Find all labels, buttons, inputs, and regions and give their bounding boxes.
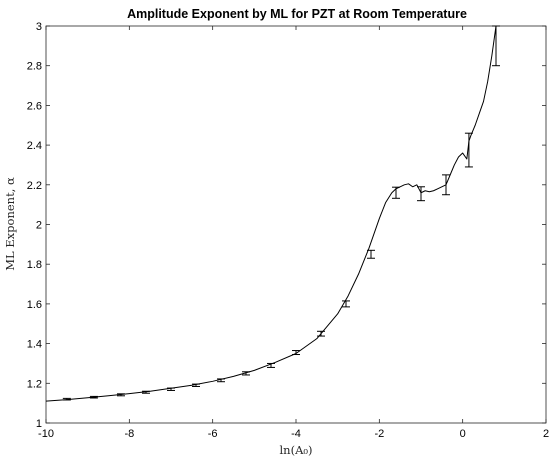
y-tick-label: 1.4 [27,339,42,351]
y-tick-label: 1 [36,418,42,430]
x-tick-label: -10 [38,428,54,440]
ml-exponent-line [45,25,497,402]
error-bar [492,25,500,67]
error-bar [242,371,250,376]
y-axis-label: ML Exponent, α [3,177,17,271]
error-bar [267,362,275,368]
error-bars-group [62,25,500,401]
x-axis-ticks [45,26,547,423]
error-bar [217,378,225,383]
error-bar [117,393,125,397]
y-tick-label: 1.6 [27,299,42,311]
error-bar [192,383,200,387]
error-bar [464,132,473,168]
chart-title: Amplitude Exponent by ML for PZT at Room… [127,7,467,21]
error-bar [317,330,325,337]
y-axis-ticks [46,25,546,424]
y-tick-label: 2.2 [27,180,42,192]
error-bar [292,350,300,356]
x-axis-label: ln(A₀) [280,443,313,457]
series-group [45,25,497,402]
y-tick-label: 2.8 [27,61,42,73]
y-tick-label: 1.8 [27,259,42,271]
error-bar [89,395,98,399]
error-bar [62,397,71,401]
x-tick-label: -2 [374,428,384,440]
error-bar [167,387,175,391]
y-tick-label: 2.4 [27,140,42,152]
y-tick-labels: 1 1.2 1.4 1.6 1.8 2 2.2 2.4 2.6 2.8 3 [27,21,42,430]
y-tick-label: 1.2 [27,378,42,390]
y-tick-label: 2.6 [27,100,42,112]
x-tick-label: -4 [291,428,301,440]
y-tick-label: 3 [36,21,42,33]
error-bar [392,186,400,199]
error-bar [342,300,350,308]
y-tick-label: 2 [36,220,42,232]
error-bar [367,249,375,259]
x-tick-label: -8 [124,428,134,440]
error-bar [142,390,150,394]
x-tick-label: -6 [208,428,218,440]
error-bar [417,186,425,202]
x-tick-labels: -10 -8 -6 -4 -2 0 2 [38,428,549,440]
x-tick-label: 2 [543,428,549,440]
x-tick-label: 0 [460,428,466,440]
error-bar [442,174,450,196]
